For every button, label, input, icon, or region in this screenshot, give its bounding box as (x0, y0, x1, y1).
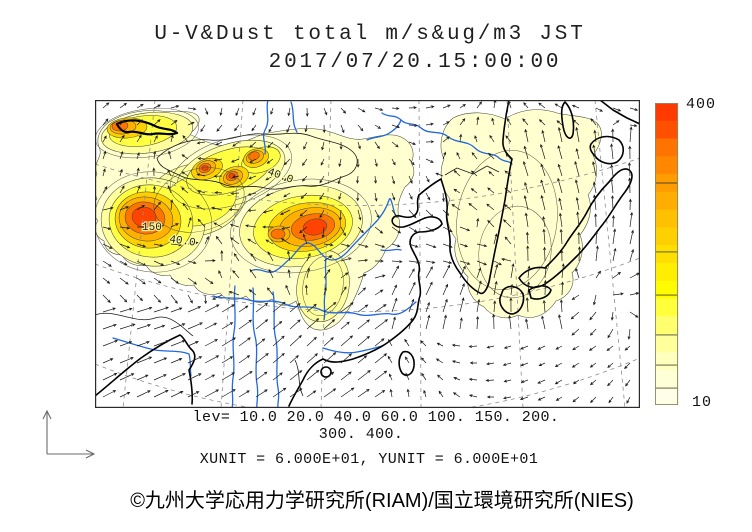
colorbar-outline (655, 103, 679, 405)
colorbar-band (655, 280, 678, 299)
border-korea-north (444, 165, 500, 176)
colorbar-band (655, 245, 678, 264)
coast-honshu (518, 168, 633, 289)
colorbar-band (655, 120, 678, 139)
coast-india-bengal (95, 334, 196, 405)
colorbar-band (655, 103, 678, 122)
colorbar-band (655, 387, 678, 405)
coast-ne-asia-korea (418, 100, 513, 295)
colorbar-band (655, 209, 678, 228)
river-red (272, 291, 280, 408)
river-xi (322, 344, 385, 354)
colorbar-band (655, 191, 678, 210)
contour-label: 40.0 (168, 234, 196, 250)
graticule (95, 100, 640, 408)
colorbar-max-label: 400 (686, 96, 717, 113)
axis-arrow-up (42, 409, 52, 454)
coast-okhotsk (599, 100, 640, 125)
lake-balkhash (115, 119, 179, 136)
coast-taiwan (398, 350, 415, 376)
river-ganges (112, 337, 192, 377)
coast-kyushu (499, 285, 525, 315)
border-himalaya (95, 312, 194, 337)
coast-hokkaido (589, 135, 625, 165)
coast-hainan (320, 366, 332, 378)
rivers (112, 100, 513, 408)
vector-units-text: XUNIT = 6.000E+01, YUNIT = 6.000E+01 (199, 451, 539, 468)
copyright-text: ©九州大学応用力学研究所(RIAM)/国立環境研究所(NIES) (130, 490, 634, 512)
plot-title: U-V&Dust total m/s&ug/m3 JST (154, 23, 586, 46)
border-indochina (294, 359, 304, 397)
dust-fill-level300 (131, 165, 328, 236)
river-salween (252, 287, 259, 408)
contour-levels-text-2: 300. 400. (318, 426, 404, 443)
colorbar-band (655, 262, 678, 282)
colorbar-band (655, 316, 678, 335)
colorbar-band (655, 298, 678, 317)
coastlines (95, 100, 640, 407)
colorbar-band (655, 369, 678, 388)
axis-arrow-right (47, 449, 96, 459)
wind-vector-field (102, 100, 640, 404)
river-nw-2 (290, 101, 298, 133)
river-huai (380, 248, 402, 252)
map-frame (95, 100, 640, 408)
colorbar-band (655, 138, 678, 157)
axis-indicator (42, 409, 96, 459)
plot-timestamp: 2017/07/20.15:00:00 (268, 51, 562, 74)
contour-label: 150 (142, 222, 162, 234)
coast-sakhalin (560, 101, 575, 139)
colorbar-band (655, 227, 678, 246)
river-yangtze (212, 295, 417, 317)
river-south-branch (323, 257, 327, 321)
coast-china (288, 194, 443, 407)
border-mongolia (156, 132, 358, 190)
contour-levels-text: lev= 10.0 20.0 40.0 60.0 100. 150. 200. (192, 409, 560, 426)
colorbar-band (655, 156, 678, 175)
coast-shikoku (528, 285, 552, 300)
colorbar-min-label: 10 (692, 394, 713, 411)
colorbar-band (655, 333, 678, 353)
river-mekong (231, 285, 236, 408)
country-borders (95, 132, 500, 397)
colorbar (655, 103, 679, 405)
river-nw-1 (262, 100, 269, 155)
colorbar-band (655, 351, 678, 370)
river-amur-branch (366, 119, 402, 141)
